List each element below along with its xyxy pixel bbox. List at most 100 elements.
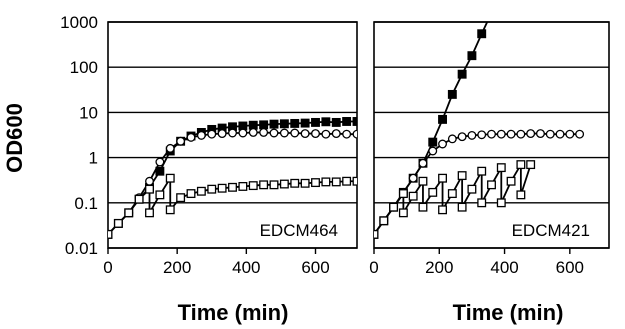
data-point-filled-square — [279, 119, 289, 129]
data-point-open-square — [165, 173, 175, 183]
data-point-open-square — [467, 184, 477, 194]
data-point-open-circle — [186, 132, 196, 142]
data-point-open-circle — [238, 128, 248, 138]
data-point-open-square — [248, 181, 258, 191]
data-point-open-square — [438, 173, 447, 183]
data-point-open-square — [279, 179, 289, 189]
data-point-open-square — [321, 177, 331, 187]
data-point-open-square — [477, 198, 487, 208]
data-point-open-circle — [457, 132, 467, 142]
data-point-open-square — [207, 184, 217, 194]
data-point-open-square — [217, 183, 227, 193]
y-axis-title: OD600 — [2, 103, 27, 173]
data-point-open-circle — [555, 129, 565, 139]
x-tick-label: 200 — [425, 258, 453, 277]
x-axis-title-left: Time (min) — [178, 300, 289, 325]
data-point-open-circle — [248, 128, 258, 137]
data-point-open-circle — [311, 129, 320, 139]
data-point-filled-square — [300, 118, 310, 128]
data-point-open-circle — [428, 146, 438, 156]
data-point-open-circle — [526, 129, 536, 139]
data-point-open-circle — [477, 130, 487, 140]
data-point-open-square — [506, 176, 516, 186]
panel-edcm464: 0.01 0.1 1 10 100 1000 0 200 400 600 EDCM464 — [60, 13, 358, 277]
data-point-open-square — [428, 187, 438, 197]
data-point-open-circle — [207, 129, 217, 139]
data-point-open-square — [389, 202, 399, 212]
data-point-filled-square — [438, 114, 447, 124]
data-point-open-circle — [321, 129, 331, 139]
data-point-filled-square — [311, 117, 320, 127]
data-point-open-square — [124, 208, 134, 218]
data-point-open-square — [516, 160, 526, 170]
data-point-open-square — [457, 171, 467, 181]
data-point-open-circle — [352, 129, 357, 139]
data-point-open-square — [238, 181, 248, 191]
data-point-open-square — [186, 189, 196, 199]
x-tick-label: 0 — [369, 258, 378, 277]
data-point-filled-square — [457, 69, 467, 79]
x-tick-label: 400 — [490, 258, 518, 277]
data-point-filled-square — [331, 117, 341, 127]
data-point-open-square — [196, 186, 206, 196]
data-point-open-square — [113, 218, 123, 228]
data-point-open-circle — [506, 129, 516, 139]
x-tick-label: 600 — [301, 258, 329, 277]
data-point-filled-square — [321, 117, 331, 127]
series-line-open-square — [374, 161, 532, 235]
x-tick-label: 600 — [556, 258, 584, 277]
data-point-open-square — [496, 163, 506, 173]
data-point-open-circle — [487, 129, 496, 139]
data-point-open-square — [145, 184, 154, 194]
data-point-open-square — [269, 180, 279, 190]
data-point-open-circle — [259, 128, 269, 137]
data-point-filled-square — [342, 117, 352, 126]
data-point-open-square — [290, 178, 300, 188]
data-point-open-square — [352, 176, 357, 186]
data-point-open-square — [447, 189, 457, 199]
data-point-open-square — [228, 182, 237, 192]
data-point-open-circle — [496, 129, 506, 139]
data-point-open-circle — [418, 158, 428, 168]
y-tick-label: 1000 — [60, 13, 98, 32]
data-point-open-circle — [165, 143, 175, 153]
y-tick-label: 0.1 — [74, 194, 98, 213]
data-point-open-circle — [575, 129, 585, 139]
data-point-open-square — [408, 191, 418, 201]
data-point-filled-square — [447, 89, 457, 99]
series-line-filled-square — [108, 120, 357, 236]
data-point-open-circle — [176, 136, 186, 146]
data-point-filled-square — [155, 166, 165, 176]
x-tick-label: 200 — [163, 258, 191, 277]
data-point-open-square — [259, 180, 269, 190]
data-point-open-circle — [467, 130, 477, 140]
data-point-open-circle — [290, 128, 300, 138]
data-point-open-square — [300, 178, 310, 188]
data-point-open-square — [398, 208, 408, 218]
data-point-open-square — [145, 208, 154, 218]
x-tick-label: 400 — [232, 258, 260, 277]
data-point-open-square — [526, 160, 536, 170]
data-point-filled-square — [477, 29, 487, 39]
data-point-filled-square — [290, 118, 300, 128]
data-point-open-circle — [536, 129, 545, 139]
data-point-open-square — [342, 176, 352, 186]
y-tick-label: 0.01 — [65, 239, 98, 258]
data-point-open-square — [398, 189, 408, 199]
data-point-open-circle — [408, 173, 418, 183]
panel-edcm421: 0 200 400 600 EDCM421 — [369, 21, 610, 277]
data-point-filled-square — [352, 117, 357, 126]
data-point-open-square — [379, 216, 389, 226]
panel-label: EDCM421 — [512, 221, 590, 240]
data-point-open-circle — [145, 176, 154, 186]
data-point-open-square — [311, 178, 320, 188]
data-point-open-circle — [279, 128, 289, 138]
data-point-open-circle — [300, 129, 310, 139]
data-point-open-circle — [545, 129, 555, 139]
y-tick-label: 100 — [70, 58, 98, 77]
plot-frame — [373, 21, 610, 249]
data-point-open-circle — [228, 128, 237, 138]
data-point-open-circle — [447, 134, 457, 144]
data-point-open-square — [487, 180, 496, 190]
